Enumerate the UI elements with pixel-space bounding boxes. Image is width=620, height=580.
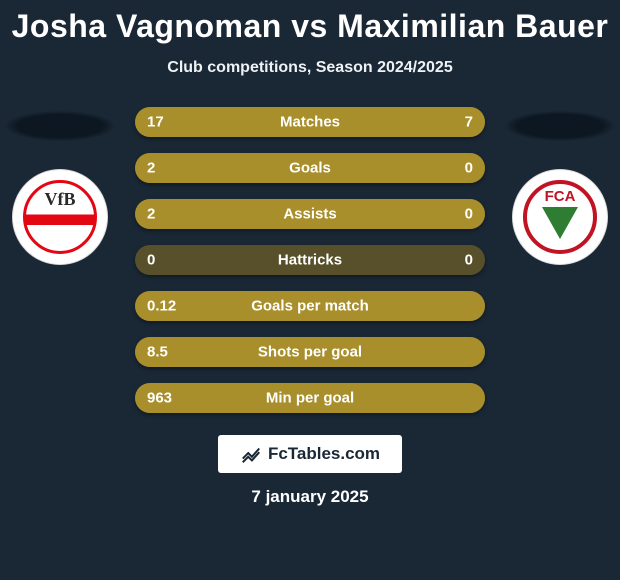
stat-label: Goals per match (251, 298, 369, 315)
page-title: Josha Vagnoman vs Maximilian Bauer (0, 0, 620, 45)
stat-value-left: 2 (147, 206, 155, 223)
stat-label: Min per goal (266, 390, 354, 407)
fca-crest-inner: FCA (523, 180, 597, 254)
stat-label: Assists (283, 206, 336, 223)
stat-value-left: 0.12 (147, 298, 176, 315)
stat-row: 0 0 Hattricks (135, 245, 485, 275)
fca-crest-text: FCA (545, 188, 576, 205)
stat-value-left: 17 (147, 114, 164, 131)
fca-crest-cone (542, 207, 578, 239)
stat-value-right: 0 (465, 206, 473, 223)
stat-row: 17 7 Matches (135, 107, 485, 137)
stat-value-right: 0 (465, 160, 473, 177)
date-text: 7 january 2025 (251, 487, 368, 507)
club-crest-fca: FCA (512, 169, 608, 265)
player-left-slot (0, 107, 120, 265)
stat-value-right: 0 (465, 252, 473, 269)
page-subtitle: Club competitions, Season 2024/2025 (0, 59, 620, 77)
stat-row: 8.5 Shots per goal (135, 337, 485, 367)
brand-badge[interactable]: FcTables.com (218, 435, 402, 473)
brand-text: FcTables.com (268, 444, 380, 464)
club-crest-vfb (12, 169, 108, 265)
stat-label: Matches (280, 114, 340, 131)
brand-chart-icon (240, 443, 262, 465)
stat-value-left: 963 (147, 390, 172, 407)
stat-row: 2 0 Assists (135, 199, 485, 229)
stat-value-left: 2 (147, 160, 155, 177)
stat-label: Shots per goal (258, 344, 362, 361)
comparison-arena: FCA 17 7 Matches 2 0 Goals 2 0 Assists 0 0 Hattrick… (0, 107, 620, 413)
stat-value-left: 0 (147, 252, 155, 269)
stat-rows: 17 7 Matches 2 0 Goals 2 0 Assists 0 0 Hattricks 0.1… (135, 107, 485, 413)
player-right-slot: FCA (500, 107, 620, 265)
stat-row: 0.12 Goals per match (135, 291, 485, 321)
player-right-silhouette (505, 111, 615, 141)
stat-label: Hattricks (278, 252, 342, 269)
vfb-crest-inner (23, 180, 97, 254)
footer: FcTables.com 7 january 2025 (0, 435, 620, 507)
stat-row: 963 Min per goal (135, 383, 485, 413)
stat-label: Goals (289, 160, 331, 177)
player-left-silhouette (5, 111, 115, 141)
stat-fill-left (135, 107, 384, 137)
stat-value-left: 8.5 (147, 344, 168, 361)
stat-row: 2 0 Goals (135, 153, 485, 183)
stat-value-right: 7 (465, 114, 473, 131)
